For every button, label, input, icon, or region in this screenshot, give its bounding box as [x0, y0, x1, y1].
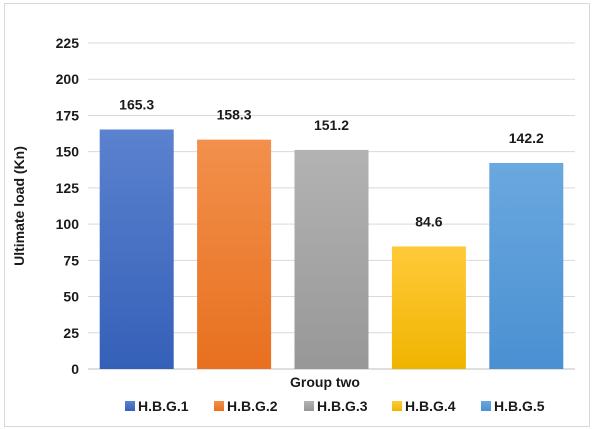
- legend-label: H.B.G.4: [405, 398, 456, 414]
- legend: H.B.G.1 H.B.G.2 H.B.G.3 H.B.G.4 H.B.G.5: [125, 398, 545, 414]
- y-axis-ticks: 0 25 50 75 100 125 150 175 200 225: [56, 35, 80, 377]
- data-label: 142.2: [509, 130, 544, 146]
- legend-item: H.B.G.3: [304, 398, 368, 414]
- legend-item: H.B.G.1: [125, 398, 189, 414]
- legend-label: H.B.G.1: [138, 398, 189, 414]
- legend-swatch: [214, 401, 224, 411]
- data-label: 151.2: [314, 117, 349, 133]
- y-tick-label: 175: [56, 107, 80, 123]
- legend-swatch: [392, 401, 402, 411]
- legend-label: H.B.G.3: [317, 398, 368, 414]
- bars: [99, 129, 564, 369]
- bar-h-b-g-5: [489, 162, 564, 369]
- y-tick-label: 100: [56, 216, 80, 232]
- bar-h-b-g-4: [391, 246, 466, 369]
- bar-h-b-g-1: [99, 129, 174, 369]
- y-tick-label: 225: [56, 35, 80, 51]
- legend-label: H.B.G.2: [227, 398, 278, 414]
- legend-swatch: [481, 401, 491, 411]
- y-tick-label: 200: [56, 71, 80, 87]
- y-tick-label: 125: [56, 180, 80, 196]
- legend-swatch: [304, 401, 314, 411]
- y-tick-label: 50: [63, 289, 79, 305]
- y-tick-label: 75: [63, 252, 79, 268]
- x-axis-title: Group two: [290, 374, 360, 390]
- legend-item: H.B.G.4: [392, 398, 456, 414]
- data-label: 158.3: [217, 107, 252, 123]
- data-label: 165.3: [119, 96, 154, 112]
- bar-h-b-g-2: [197, 139, 272, 369]
- data-label: 84.6: [415, 213, 442, 229]
- legend-item: H.B.G.2: [214, 398, 278, 414]
- legend-label: H.B.G.5: [494, 398, 545, 414]
- legend-item: H.B.G.5: [481, 398, 545, 414]
- y-tick-label: 25: [63, 325, 79, 341]
- bar-h-b-g-3: [294, 149, 369, 369]
- y-axis-title: Ultimate load (Kn): [11, 146, 27, 266]
- y-tick-label: 150: [56, 144, 80, 160]
- data-labels: 165.3 158.3 151.2 84.6 142.2: [119, 96, 544, 229]
- y-tick-label: 0: [71, 361, 79, 377]
- legend-swatch: [125, 401, 135, 411]
